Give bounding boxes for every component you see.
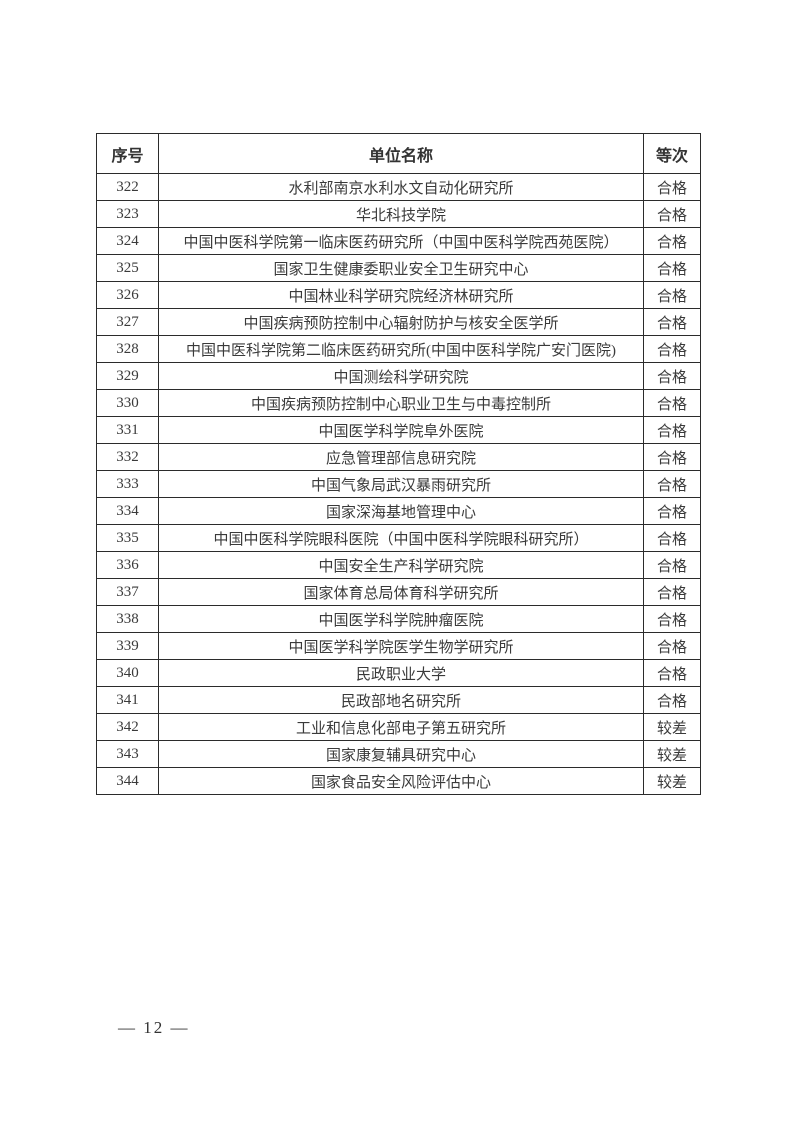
table-row: 327 中国疾病预防控制中心辐射防护与核安全医学所 合格 [96, 308, 701, 336]
row-serial-number: 339 [96, 632, 159, 660]
row-grade: 合格 [643, 605, 701, 633]
row-grade: 合格 [643, 254, 701, 282]
row-grade: 合格 [643, 578, 701, 606]
table-row: 326 中国林业科学研究院经济林研究所 合格 [96, 281, 701, 309]
row-serial-number: 338 [96, 605, 159, 633]
table-row: 344 国家食品安全风险评估中心 较差 [96, 767, 701, 795]
row-serial-number: 344 [96, 767, 159, 795]
row-serial-number: 340 [96, 659, 159, 687]
row-grade: 较差 [643, 767, 701, 795]
row-unit-name: 工业和信息化部电子第五研究所 [158, 713, 644, 741]
row-serial-number: 326 [96, 281, 159, 309]
page-number: — 12 — [118, 1018, 190, 1037]
row-grade: 合格 [643, 308, 701, 336]
row-grade: 合格 [643, 659, 701, 687]
row-unit-name: 中国医学科学院肿瘤医院 [158, 605, 644, 633]
unit-grade-table: 序号 单位名称 等次 322 水利部南京水利水文自动化研究所 合格 323 华北科技学院… [96, 133, 701, 795]
table-row: 335 中国中医科学院眼科医院（中国中医科学院眼科研究所） 合格 [96, 524, 701, 552]
row-unit-name: 中国中医科学院第二临床医药研究所(中国中医科学院广安门医院) [158, 335, 644, 363]
row-serial-number: 335 [96, 524, 159, 552]
row-serial-number: 330 [96, 389, 159, 417]
row-unit-name: 国家深海基地管理中心 [158, 497, 644, 525]
row-grade: 合格 [643, 335, 701, 363]
row-serial-number: 334 [96, 497, 159, 525]
row-grade: 合格 [643, 470, 701, 498]
table-row: 331 中国医学科学院阜外医院 合格 [96, 416, 701, 444]
row-unit-name: 应急管理部信息研究院 [158, 443, 644, 471]
table-row: 324 中国中医科学院第一临床医药研究所（中国中医科学院西苑医院） 合格 [96, 227, 701, 255]
row-grade: 合格 [643, 686, 701, 714]
table-row: 336 中国安全生产科学研究院 合格 [96, 551, 701, 579]
table-row: 323 华北科技学院 合格 [96, 200, 701, 228]
row-grade: 合格 [643, 173, 701, 201]
row-grade: 合格 [643, 281, 701, 309]
table-row: 325 国家卫生健康委职业安全卫生研究中心 合格 [96, 254, 701, 282]
row-serial-number: 332 [96, 443, 159, 471]
row-unit-name: 民政部地名研究所 [158, 686, 644, 714]
row-serial-number: 342 [96, 713, 159, 741]
table-row: 343 国家康复辅具研究中心 较差 [96, 740, 701, 768]
row-serial-number: 336 [96, 551, 159, 579]
table-row: 337 国家体育总局体育科学研究所 合格 [96, 578, 701, 606]
row-unit-name: 中国林业科学研究院经济林研究所 [158, 281, 644, 309]
row-grade: 合格 [643, 443, 701, 471]
table-row: 322 水利部南京水利水文自动化研究所 合格 [96, 173, 701, 201]
table-row: 340 民政职业大学 合格 [96, 659, 701, 687]
row-grade: 合格 [643, 227, 701, 255]
row-serial-number: 337 [96, 578, 159, 606]
row-grade: 较差 [643, 713, 701, 741]
row-grade: 合格 [643, 200, 701, 228]
row-serial-number: 331 [96, 416, 159, 444]
row-serial-number: 329 [96, 362, 159, 390]
row-unit-name: 民政职业大学 [158, 659, 644, 687]
row-grade: 合格 [643, 416, 701, 444]
table-row: 332 应急管理部信息研究院 合格 [96, 443, 701, 471]
row-grade: 合格 [643, 497, 701, 525]
row-unit-name: 水利部南京水利水文自动化研究所 [158, 173, 644, 201]
row-unit-name: 中国中医科学院眼科医院（中国中医科学院眼科研究所） [158, 524, 644, 552]
row-unit-name: 中国安全生产科学研究院 [158, 551, 644, 579]
column-header-no: 序号 [96, 133, 159, 174]
row-unit-name: 中国疾病预防控制中心职业卫生与中毒控制所 [158, 389, 644, 417]
column-header-unit-name: 单位名称 [158, 133, 644, 174]
row-grade: 合格 [643, 632, 701, 660]
row-unit-name: 华北科技学院 [158, 200, 644, 228]
table-row: 341 民政部地名研究所 合格 [96, 686, 701, 714]
table-row: 334 国家深海基地管理中心 合格 [96, 497, 701, 525]
row-serial-number: 328 [96, 335, 159, 363]
row-serial-number: 333 [96, 470, 159, 498]
row-unit-name: 中国气象局武汉暴雨研究所 [158, 470, 644, 498]
row-unit-name: 国家食品安全风险评估中心 [158, 767, 644, 795]
row-grade: 合格 [643, 524, 701, 552]
row-serial-number: 327 [96, 308, 159, 336]
row-unit-name: 中国测绘科学研究院 [158, 362, 644, 390]
row-unit-name: 中国中医科学院第一临床医药研究所（中国中医科学院西苑医院） [158, 227, 644, 255]
row-unit-name: 国家康复辅具研究中心 [158, 740, 644, 768]
table-header-row: 序号 单位名称 等次 [96, 133, 701, 174]
row-grade: 合格 [643, 551, 701, 579]
row-serial-number: 325 [96, 254, 159, 282]
row-serial-number: 323 [96, 200, 159, 228]
table-row: 329 中国测绘科学研究院 合格 [96, 362, 701, 390]
row-serial-number: 341 [96, 686, 159, 714]
table-row: 330 中国疾病预防控制中心职业卫生与中毒控制所 合格 [96, 389, 701, 417]
row-unit-name: 中国医学科学院阜外医院 [158, 416, 644, 444]
row-unit-name: 中国医学科学院医学生物学研究所 [158, 632, 644, 660]
column-header-grade: 等次 [643, 133, 701, 174]
table-row: 338 中国医学科学院肿瘤医院 合格 [96, 605, 701, 633]
table-row: 333 中国气象局武汉暴雨研究所 合格 [96, 470, 701, 498]
row-serial-number: 324 [96, 227, 159, 255]
row-grade: 合格 [643, 389, 701, 417]
table-row: 339 中国医学科学院医学生物学研究所 合格 [96, 632, 701, 660]
row-unit-name: 中国疾病预防控制中心辐射防护与核安全医学所 [158, 308, 644, 336]
row-serial-number: 343 [96, 740, 159, 768]
row-grade: 合格 [643, 362, 701, 390]
table-row: 328 中国中医科学院第二临床医药研究所(中国中医科学院广安门医院) 合格 [96, 335, 701, 363]
row-serial-number: 322 [96, 173, 159, 201]
row-unit-name: 国家体育总局体育科学研究所 [158, 578, 644, 606]
table-row: 342 工业和信息化部电子第五研究所 较差 [96, 713, 701, 741]
row-unit-name: 国家卫生健康委职业安全卫生研究中心 [158, 254, 644, 282]
row-grade: 较差 [643, 740, 701, 768]
